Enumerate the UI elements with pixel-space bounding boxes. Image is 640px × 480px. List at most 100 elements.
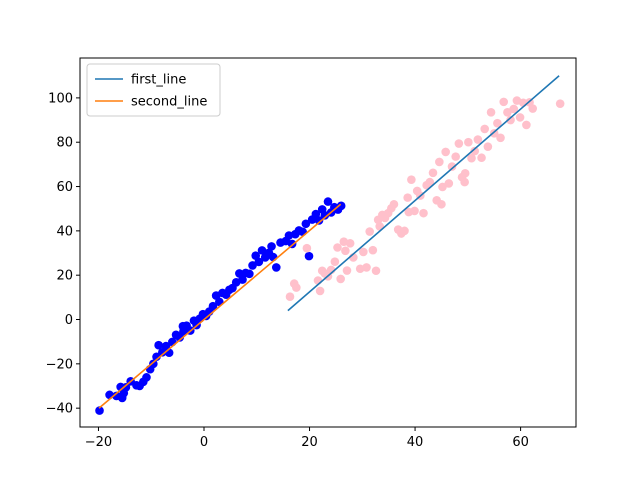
- y-tick-label: 100: [48, 91, 73, 106]
- scatter-point: [359, 247, 368, 257]
- scatter-point: [314, 216, 324, 225]
- scatter-point: [441, 147, 450, 157]
- y-tick-label: 80: [56, 136, 73, 151]
- scatter-point: [368, 245, 378, 255]
- scatter-point: [254, 257, 264, 267]
- scatter-point: [336, 201, 346, 211]
- scatter-point: [496, 133, 505, 143]
- scatter-point: [313, 276, 323, 285]
- axes-frame: [79, 57, 577, 428]
- x-tick-label: 20: [301, 435, 318, 450]
- scatter-point: [428, 168, 438, 178]
- scatter-point: [438, 182, 447, 192]
- scatter-point: [400, 226, 409, 236]
- scatter-point: [373, 215, 383, 225]
- scatter-point: [315, 286, 325, 296]
- scatter-point: [301, 219, 311, 229]
- legend-label-second_line: second_line: [131, 95, 207, 110]
- scatter-point: [467, 153, 476, 163]
- y-axis: −40 −20 0 20 40 60 80 100: [46, 91, 80, 417]
- x-tick-label: −20: [85, 435, 112, 450]
- scatter-point: [464, 137, 473, 147]
- scatter-points: [95, 96, 565, 415]
- scatter-point: [323, 197, 333, 206]
- scatter-point: [333, 243, 342, 252]
- scatter-point: [509, 104, 519, 114]
- scatter-point: [178, 321, 188, 331]
- legend: first_line second_line: [86, 63, 221, 117]
- scatter-point: [285, 292, 295, 301]
- scatter-point: [470, 146, 479, 156]
- scatter-point: [480, 124, 490, 134]
- scatter-point: [425, 177, 435, 187]
- scatter-point: [503, 108, 512, 117]
- scatter-point: [473, 135, 483, 144]
- scatter-point: [345, 238, 355, 248]
- scatter-point: [460, 177, 469, 187]
- scatter-point: [447, 162, 457, 171]
- series-lines: [98, 75, 560, 409]
- scatter-point: [407, 175, 416, 184]
- scatter-point: [499, 97, 509, 107]
- scatter-point: [404, 207, 414, 217]
- scatter-point: [245, 269, 254, 279]
- y-tick-label: 40: [56, 224, 73, 239]
- scatter-point: [437, 199, 446, 209]
- y-tick-label: 20: [56, 269, 73, 284]
- scatter-point: [238, 275, 247, 284]
- scatter-point: [444, 179, 454, 188]
- scatter-point: [95, 406, 104, 415]
- scatter-point: [267, 242, 276, 251]
- scatter-point: [342, 266, 352, 275]
- scatter-point: [454, 139, 464, 148]
- scatter-point: [302, 243, 312, 253]
- scatter-point: [528, 104, 538, 113]
- scatter-point: [154, 340, 163, 350]
- y-tick-label: 0: [65, 313, 73, 328]
- scatter-point: [403, 193, 412, 202]
- scatter-point: [175, 333, 185, 342]
- scatter-point: [142, 373, 151, 382]
- y-tick-label: −40: [46, 402, 73, 417]
- scatter-point: [489, 129, 499, 138]
- scatter-point: [336, 274, 345, 284]
- series-line-second_line: [98, 203, 342, 409]
- scatter-point: [257, 246, 267, 255]
- scatter-point: [152, 352, 161, 362]
- scatter-point: [304, 251, 314, 261]
- scatter-point: [460, 168, 470, 178]
- x-axis: −20 0 20 40 60: [85, 427, 529, 450]
- scatter-point: [371, 266, 381, 276]
- scatter-point: [493, 118, 502, 128]
- scatter-point: [483, 142, 493, 151]
- scatter-point: [149, 359, 158, 369]
- scatter-point: [362, 263, 371, 272]
- scatter-point: [121, 383, 131, 392]
- legend-label-first_line: first_line: [131, 73, 186, 88]
- legend-box: [86, 63, 221, 117]
- y-tick-label: −20: [46, 357, 73, 372]
- plot-area: [79, 57, 577, 428]
- scatter-point: [268, 252, 278, 262]
- x-tick-label: 40: [407, 435, 424, 450]
- y-tick-label: 60: [56, 180, 73, 195]
- scatter-point: [292, 283, 301, 292]
- scatter-point: [271, 263, 281, 272]
- scatter-point: [419, 208, 428, 218]
- scatter-point: [506, 115, 515, 125]
- scatter-point: [161, 341, 171, 351]
- scatter-point: [451, 152, 460, 161]
- scatter-point: [522, 120, 531, 130]
- scatter-point: [555, 99, 565, 108]
- x-tick-label: 60: [512, 435, 529, 450]
- scatter-point: [435, 157, 444, 167]
- scatter-point: [311, 209, 321, 219]
- scatter-point: [248, 261, 257, 270]
- scatter-point: [365, 227, 374, 236]
- series-line-first_line: [287, 75, 560, 312]
- scatter-point: [486, 108, 496, 117]
- scatter-point: [389, 199, 399, 209]
- scatter-point: [158, 348, 167, 357]
- scatter-point: [515, 113, 525, 122]
